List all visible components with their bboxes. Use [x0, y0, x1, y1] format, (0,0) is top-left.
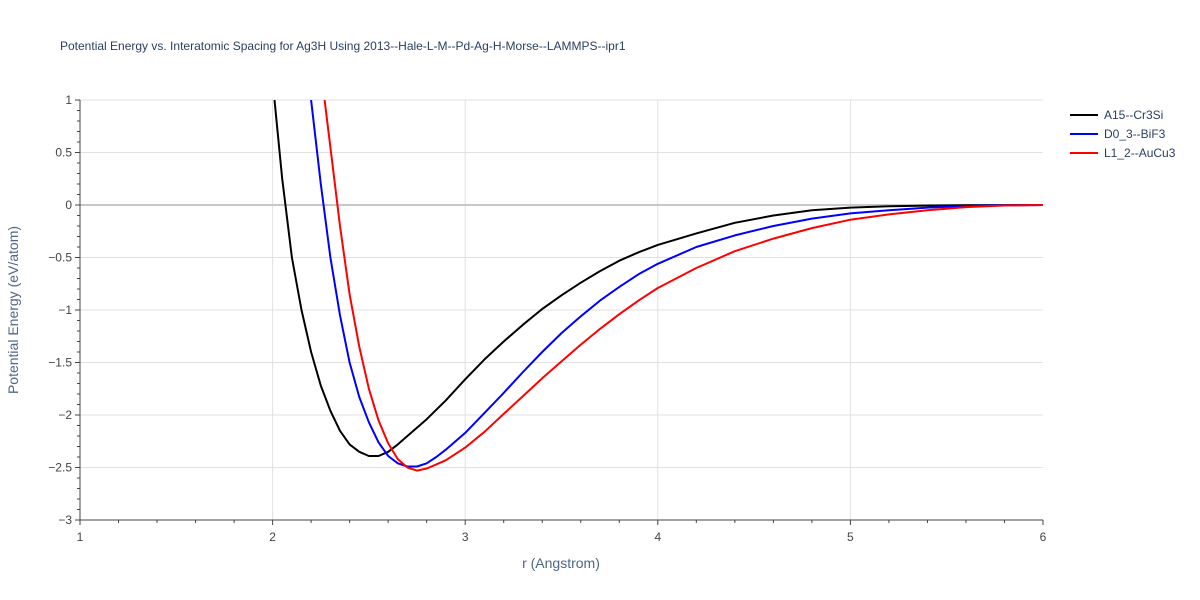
chart-title: Potential Energy vs. Interatomic Spacing… — [60, 39, 626, 53]
legend-label: D0_3--BiF3 — [1104, 127, 1166, 141]
legend[interactable]: A15--Cr3Si D0_3--BiF3 L1_2--AuCu3 — [1070, 108, 1176, 160]
legend-item[interactable]: D0_3--BiF3 — [1070, 127, 1166, 141]
series-line — [273, 100, 1043, 457]
y-tick-label: −1 — [58, 303, 72, 317]
x-tick-label: 4 — [654, 530, 661, 544]
axes — [75, 99, 1044, 525]
y-tick-label: −0.5 — [48, 251, 72, 265]
legend-item[interactable]: L1_2--AuCu3 — [1070, 146, 1176, 160]
y-tick-label: −2 — [58, 408, 72, 422]
x-axis-label: r (Angstrom) — [522, 555, 600, 571]
y-tick-label: −3 — [58, 513, 72, 527]
x-tick-label: 2 — [269, 530, 276, 544]
x-tick-label: 1 — [77, 530, 84, 544]
legend-label: A15--Cr3Si — [1104, 108, 1163, 122]
grid-lines — [80, 99, 1043, 520]
x-tick-label: 3 — [462, 530, 469, 544]
y-tick-label: 0.5 — [55, 146, 72, 160]
legend-label: L1_2--AuCu3 — [1104, 146, 1176, 160]
x-tick-labels: 1 2 3 4 5 6 — [77, 530, 1047, 544]
y-tick-label: −1.5 — [48, 356, 72, 370]
y-tick-label: 0 — [65, 198, 72, 212]
x-tick-label: 6 — [1040, 530, 1047, 544]
y-axis-label: Potential Energy (eV/atom) — [5, 226, 21, 394]
legend-item[interactable]: A15--Cr3Si — [1070, 108, 1163, 122]
y-tick-label: 1 — [65, 93, 72, 107]
series-line — [310, 100, 1043, 468]
x-tick-label: 5 — [847, 530, 854, 544]
series-lines — [273, 100, 1043, 472]
y-tick-labels: 1 0.5 0 −0.5 −1 −1.5 −2 −2.5 −3 — [48, 93, 72, 527]
series-line — [323, 100, 1043, 472]
y-tick-label: −2.5 — [48, 461, 72, 475]
